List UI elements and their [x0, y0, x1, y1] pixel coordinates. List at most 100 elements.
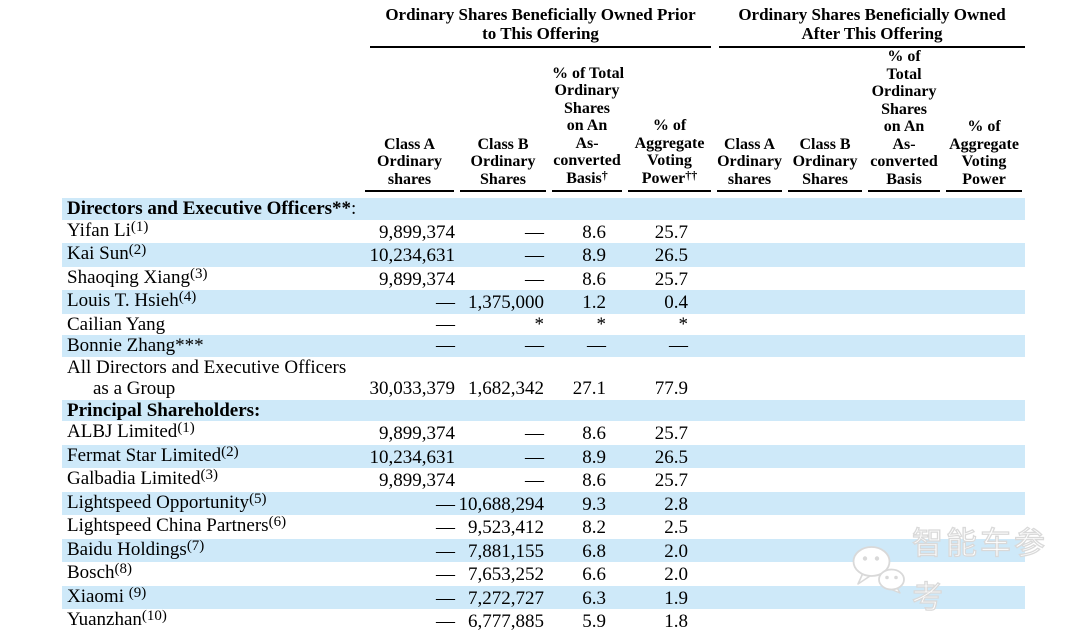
value-cell-after-pct-total: [865, 290, 944, 314]
value-cell-prior-class-b: 1,375,000: [457, 290, 549, 314]
section-label: Principal Shareholders:: [67, 399, 261, 421]
value-cell-after-pct-total: [865, 243, 944, 267]
holder-name-cell: Cailian Yang: [62, 314, 362, 336]
value-cell-prior-voting-power: 1.8: [664, 611, 689, 632]
value-cell-after-voting-power: [943, 357, 1025, 400]
value-cell-after-class-b: [785, 220, 865, 244]
value-cell-prior-pct-total: 8.9: [549, 243, 625, 267]
column-header-line: Power††: [641, 167, 698, 187]
value-cell-prior-class-b: —: [457, 243, 549, 267]
corner-spacer-2: [62, 48, 362, 198]
holder-name-cell: Lightspeed Opportunity(5): [62, 491, 362, 515]
column-header-line: % of: [887, 48, 921, 65]
value-cell-prior-class-a: —: [362, 538, 457, 562]
table-row: All Directors and Executive Officers as a…: [62, 357, 1025, 400]
column-header-line: Shares: [564, 99, 610, 117]
value-cell-after-pct-total: [865, 314, 943, 336]
value-cell-prior-class-a: —: [362, 491, 457, 515]
value-cell-prior-voting-power: 26.5: [625, 444, 715, 468]
column-header-line: Ordinary: [871, 83, 937, 100]
footnote-marker: (4): [178, 289, 197, 305]
table-row: Louis T. Hsieh(4) —1,375,000 1.2 0.4: [62, 289, 1026, 314]
value-cell-prior-class-a: 10,234,631: [362, 444, 457, 468]
value-cell-after-class-b: [785, 468, 865, 492]
holder-name: Galbadia Limited: [67, 468, 201, 489]
value-cell-after-class-b: [785, 335, 866, 357]
section-row: Principal Shareholders:: [62, 399, 1026, 421]
column-header-line: on An: [566, 117, 608, 134]
holder-name-cell: All Directors and Executive Officers as a…: [62, 357, 362, 400]
value-cell-after-pct-total: [865, 335, 944, 357]
value-cell-after-voting-power: [943, 562, 1025, 586]
value-cell-prior-pct-total: 8.6: [582, 268, 606, 290]
value-cell-prior-class-b: —: [525, 470, 544, 491]
column-header-line: Power: [962, 170, 1006, 188]
table-row: Lightspeed China Partners(6) — 9,523,412 8.…: [62, 514, 1025, 539]
value-cell-prior-pct-total: 6.3: [549, 585, 625, 609]
column-header-line: Voting: [961, 153, 1007, 170]
value-cell-prior-class-a: —: [362, 335, 457, 357]
value-cell-after-pct-total: [865, 421, 943, 445]
value-cell-after-class-b: [785, 562, 865, 586]
value-cell-after-class-a: [714, 267, 785, 291]
value-cell-after-pct-total: [865, 538, 944, 562]
footnote-marker: (9): [128, 584, 147, 601]
value-cell-after-voting-power: [943, 468, 1025, 492]
value-cell-prior-class-b: 9,523,412: [468, 517, 544, 538]
value-cell-prior-pct-total: 5.9: [582, 611, 606, 632]
holder-name-cell: ALBJ Limited(1): [62, 420, 362, 445]
value-cell-after-voting-power: [943, 335, 1026, 357]
column-header-line: Aggregate: [949, 135, 1019, 153]
value-cell-prior-voting-power: 0.4: [625, 290, 715, 314]
holder-name: Yuanzhan: [67, 609, 142, 630]
footnote-marker: (1): [130, 218, 149, 235]
value-cell-after-class-a: [714, 468, 785, 492]
holder-name: Kai Sun: [67, 243, 129, 264]
value-cell-after-class-a: [714, 220, 785, 244]
section-header-cell: Directors and Executive Officers**:: [62, 198, 1026, 220]
value-cell-prior-class-b: 7,653,252: [468, 564, 544, 585]
value-cell-after-pct-total: [865, 562, 943, 586]
holder-name: Shaoqing Xiang: [67, 266, 190, 288]
value-cell-prior-pct-total: 6.6: [582, 564, 606, 585]
value-cell-after-class-b: [785, 243, 866, 267]
column-header-line: Class B: [799, 135, 851, 153]
holder-name: Lightspeed Opportunity: [67, 491, 250, 513]
value-cell-prior-voting-power: —: [625, 335, 715, 357]
value-cell-prior-voting-power: 77.9: [654, 378, 689, 399]
column-header-prior-class-a: Class A Ordinary shares: [362, 48, 457, 198]
section-header-cell: Principal Shareholders:: [62, 399, 1026, 421]
column-header-line: Shares: [802, 170, 848, 188]
holder-name: Louis T. Hsieh: [67, 290, 179, 311]
holder-name: Lightspeed China Partners: [67, 515, 269, 536]
holder-name-cell: Xiaomi (9): [62, 584, 362, 609]
footnote-marker: (2): [128, 242, 147, 258]
value-cell-after-class-b: [785, 290, 866, 314]
column-header-line: Basis†: [566, 167, 608, 187]
group-header-after: Ordinary Shares Beneficially Owned After…: [714, 4, 1026, 48]
column-header-line: Ordinary: [717, 153, 782, 170]
value-cell-prior-class-a: —: [436, 611, 455, 632]
column-header-line: Basis: [886, 170, 922, 188]
value-cell-prior-class-b: 7,272,727: [457, 585, 549, 609]
section-label: Directors and Executive Officers**: [67, 198, 352, 219]
holder-name: Yifan Li: [67, 219, 131, 241]
footnote-marker: (2): [221, 443, 239, 460]
column-header-line: Ordinary: [792, 153, 858, 170]
value-cell-prior-pct-total: 8.6: [582, 423, 606, 444]
footnote-marker: (10): [141, 608, 167, 624]
holder-name: Cailian Yang: [67, 313, 166, 335]
value-cell-after-pct-total: [865, 491, 944, 515]
holder-name-cell: Bonnie Zhang***: [62, 335, 362, 357]
table-row: Yifan Li(1) 9,899,374 — 8.6 25.7: [62, 218, 1025, 244]
value-cell-prior-voting-power: 26.5: [625, 243, 715, 267]
holder-name-cell: Shaoqing Xiang(3): [62, 266, 362, 291]
value-cell-prior-class-b: —: [525, 268, 544, 290]
column-header-line: shares: [387, 170, 432, 188]
table-row: Cailian Yang — * * *: [62, 314, 1025, 336]
shareholder-table-container: Ordinary Shares Beneficially Owned Prior…: [62, 4, 1026, 633]
holder-name-cell: Baidu Holdings(7): [62, 538, 362, 562]
value-cell-after-voting-power: [943, 515, 1025, 539]
value-cell-after-class-a: [714, 290, 786, 314]
